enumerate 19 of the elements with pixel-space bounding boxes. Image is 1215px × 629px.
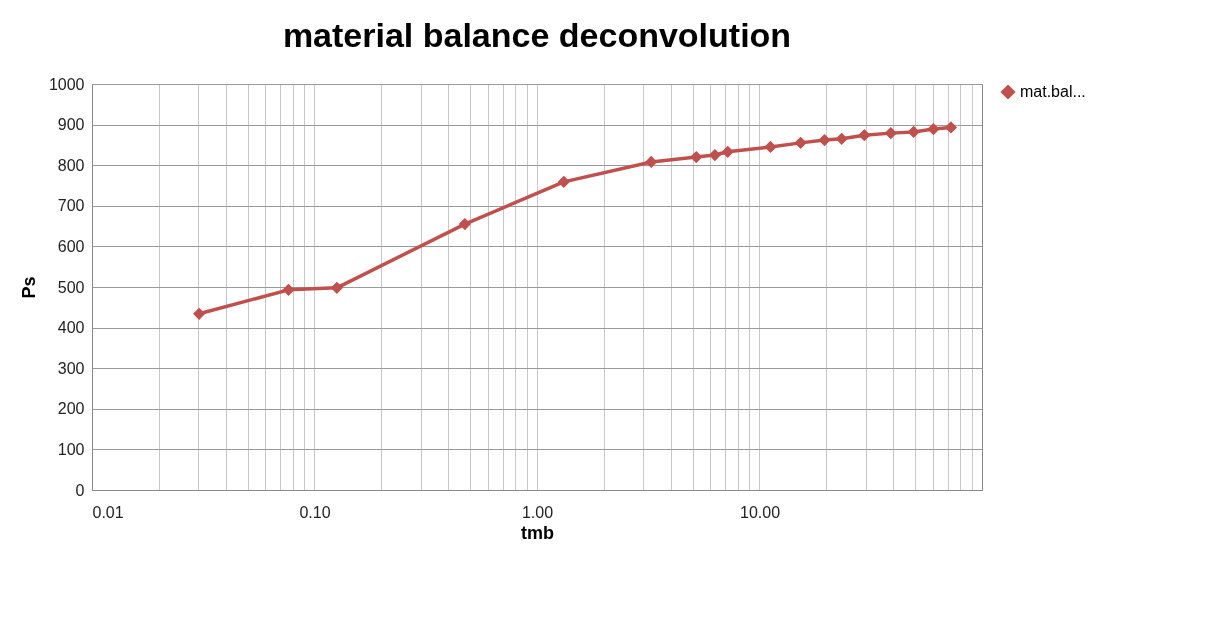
y-tick-label: 900 [57,116,85,134]
y-tick-label: 400 [57,319,85,337]
y-tick-label: 1000 [48,75,85,93]
legend-label: mat.bal... [1020,83,1086,100]
y-tick-label: 0 [75,481,85,499]
x-tick-label: 10.00 [739,503,781,521]
chart-title: material balance deconvolution [282,16,792,54]
y-tick-label: 500 [57,278,85,296]
x-tick-label: 1.00 [521,503,554,521]
y-axis-title: Ps [18,276,39,299]
x-axis-title: tmb [521,522,554,543]
y-tick-label: 600 [57,237,85,255]
y-tick-label: 800 [57,156,85,174]
x-tick-label: 0.10 [299,503,331,521]
y-tick-label: 700 [57,197,85,215]
y-tick-label: 300 [57,359,85,377]
x-tick-label: 0.01 [92,503,124,521]
y-tick-label: 200 [57,400,85,418]
y-tick-label: 100 [57,440,85,458]
